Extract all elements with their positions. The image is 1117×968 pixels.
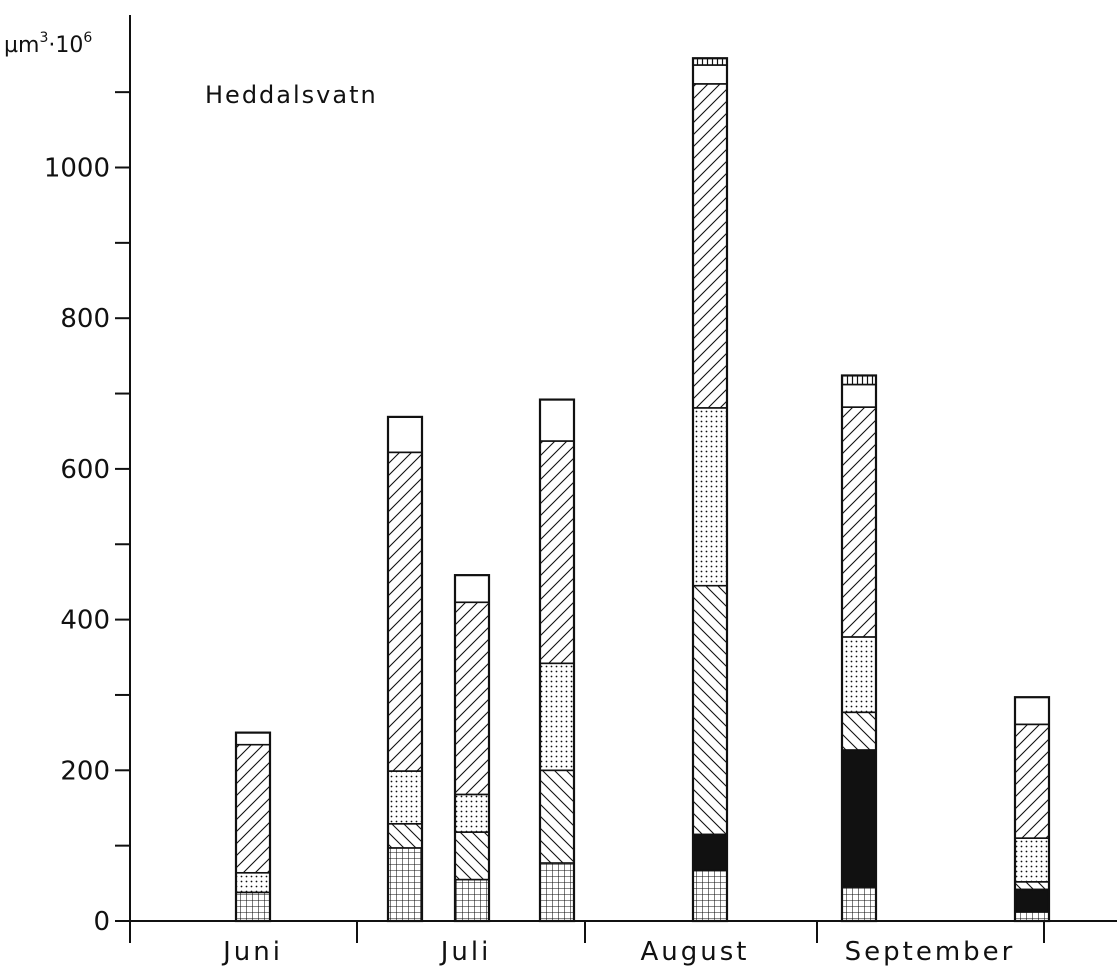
bar-segment-slash [692, 83, 728, 409]
bar-segment-dots [539, 662, 575, 772]
bar-segment-dots [841, 636, 877, 714]
bar-2 [386, 415, 424, 923]
month-label-september: September [845, 937, 1016, 967]
bar-outline [538, 398, 576, 923]
y-tick-label: 1000 [44, 154, 110, 184]
bar-outline [453, 574, 491, 923]
bar-segment-blank [454, 574, 490, 604]
bar-segment-slash [1014, 723, 1050, 839]
bar-6 [840, 374, 878, 923]
bar-segment-blank [692, 64, 728, 85]
x-axis-month-labels: Juni Juli August September [221, 937, 1016, 967]
chart-title-text: Heddalsvatn [205, 81, 378, 109]
bar-3 [453, 574, 491, 923]
bar-outline [840, 374, 878, 923]
bar-segment-grid [692, 869, 728, 922]
bar-segment-dots [1014, 837, 1050, 883]
bar-segment-blank [387, 416, 423, 454]
bar-segment-dots [692, 407, 728, 587]
bar-segment-grid [841, 886, 877, 922]
y-tick-label: 600 [60, 455, 110, 485]
month-label-august: August [641, 937, 750, 967]
bar-segment-grid [235, 891, 271, 922]
axes [129, 15, 1117, 943]
bar-segment-blank [539, 398, 575, 442]
bar-7 [1013, 696, 1051, 923]
bar-segment-slash [387, 451, 423, 772]
bar-segment-backslash [841, 711, 877, 751]
bar-segment-grid [539, 862, 575, 922]
bar-4 [538, 398, 576, 923]
bar-segment-blank [841, 383, 877, 408]
bar-segment-slash [841, 406, 877, 638]
bar-segment-backslash [454, 831, 490, 881]
bar-segment-grid [454, 878, 490, 922]
bar-outline [691, 57, 729, 923]
bar-1 [234, 731, 272, 923]
bar-segment-backslash [1014, 881, 1050, 891]
bars [234, 57, 1051, 923]
bar-segment-solid [692, 833, 728, 872]
bar-segment-backslash [539, 769, 575, 864]
bar-segment-backslash [387, 822, 423, 849]
bar-outline [386, 415, 424, 923]
bar-segment-backslash [692, 584, 728, 836]
bar-segment-slash [539, 440, 575, 665]
bar-segment-dots [235, 871, 271, 894]
month-label-juli: Juli [439, 937, 492, 967]
bar-segment-dots [387, 770, 423, 825]
bar-segment-slash [235, 743, 271, 874]
y-tick-label: 800 [60, 304, 110, 334]
y-tick-label: 200 [60, 756, 110, 786]
bar-5 [691, 57, 729, 923]
y-tick-label: 400 [60, 606, 110, 636]
bar-outline [1013, 696, 1051, 923]
y-tick-label: 0 [93, 907, 110, 937]
bar-segment-solid [841, 749, 877, 888]
bar-outline [234, 731, 272, 923]
bar-segment-grid [387, 847, 423, 922]
y-axis-unit-label: µm3·106 [4, 30, 92, 58]
bar-segment-solid [1014, 888, 1050, 913]
bar-segment-slash [454, 601, 490, 796]
bar-segment-blank [235, 731, 271, 746]
bar-segment-vbars [841, 374, 877, 386]
bar-segment-dots [454, 793, 490, 833]
month-label-juni: Juni [221, 937, 283, 967]
bar-segment-grid [1014, 911, 1050, 922]
y-axis-ticks: 0 200 400 600 800 1000 [44, 91, 130, 937]
chart-title: Heddalsvatn [205, 81, 378, 109]
bar-segment-blank [1014, 696, 1050, 726]
